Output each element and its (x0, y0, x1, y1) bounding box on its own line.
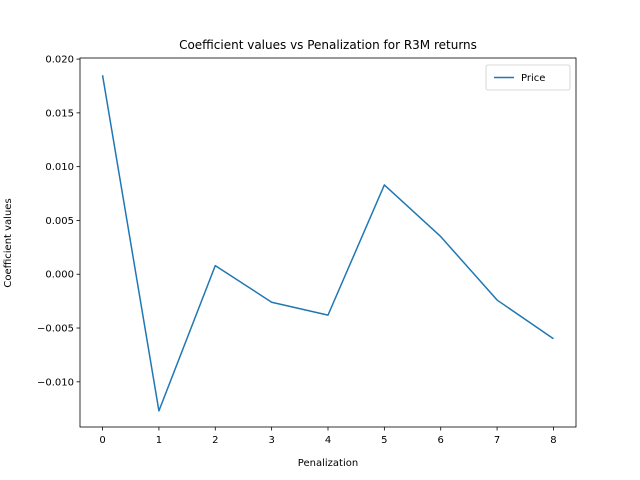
y-tick-label: −0.010 (37, 377, 74, 388)
x-tick-label: 6 (438, 435, 444, 446)
x-tick-label: 2 (212, 435, 218, 446)
legend-box (485, 64, 571, 91)
x-tick-label: 0 (99, 435, 105, 446)
x-tick-label: 7 (494, 435, 500, 446)
x-axis-label: Penalization (298, 458, 358, 469)
y-tick-label: 0.005 (45, 216, 74, 227)
x-tick-label: 8 (550, 435, 556, 446)
y-tick-label: 0.000 (45, 270, 74, 281)
x-tick-label: 5 (381, 435, 387, 446)
plot-area: 0 1 2 3 4 5 6 7 8 0.020 0.015 0.010 0.005 0.000 −0.005… (37, 55, 577, 446)
x-tick-label: 3 (268, 435, 274, 446)
x-tick-label: 4 (325, 435, 331, 446)
y-axis-label: Coefficient values (3, 198, 14, 287)
series-line-0 (101, 75, 554, 412)
y-tick-label: 0.020 (45, 55, 74, 66)
plot-frame (79, 57, 577, 428)
x-tick-label: 1 (156, 435, 162, 446)
legend-label: Price (521, 73, 545, 84)
chart-title: Coefficient values vs Penalization for R… (179, 38, 477, 52)
y-tick-label: 0.010 (45, 162, 74, 173)
y-tick-label: −0.005 (37, 324, 74, 335)
y-tick-label: 0.015 (45, 108, 74, 119)
